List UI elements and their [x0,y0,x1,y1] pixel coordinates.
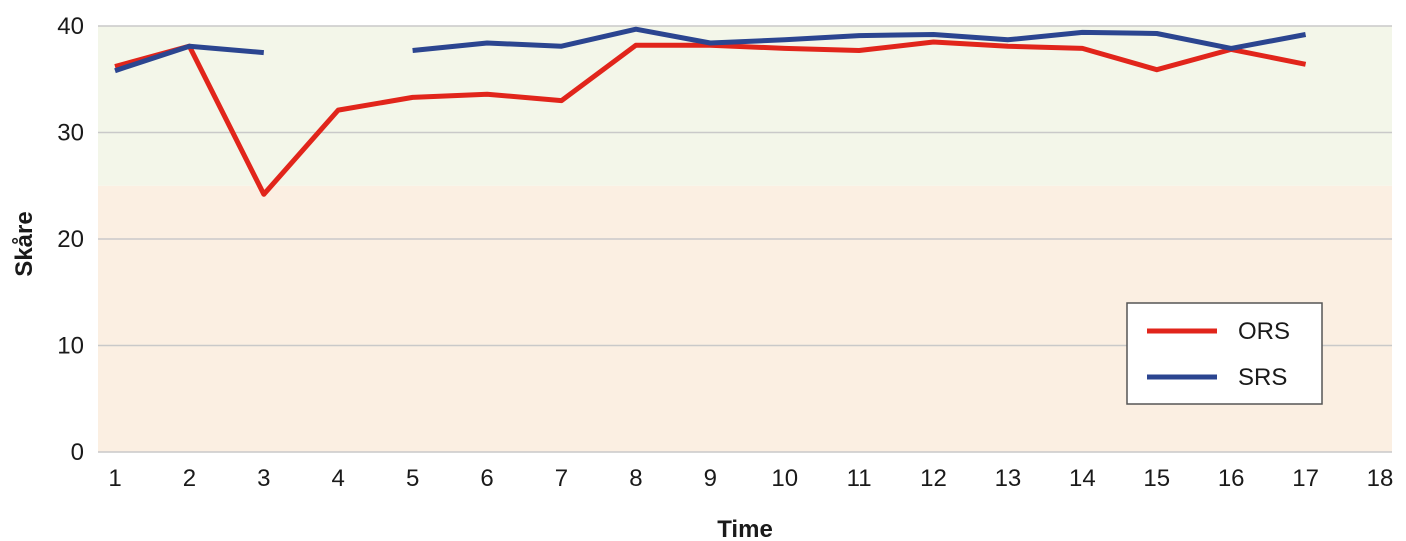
x-tick-label: 10 [771,465,798,492]
x-tick-label: 3 [257,465,270,492]
y-tick-label: 30 [57,120,84,147]
x-tick-label: 6 [480,465,493,492]
background-band-1 [98,26,1392,186]
series-line-srs [114,43,265,74]
x-tick-label: 13 [995,465,1022,492]
legend-label-ors: ORS [1238,318,1290,345]
x-tick-label: 1 [108,465,121,492]
y-tick-label: 0 [71,439,84,466]
x-tick-label: 14 [1069,465,1096,492]
x-tick-label: 7 [555,465,568,492]
x-tick-label: 11 [847,465,872,492]
y-axis-title: Skåre [11,211,38,276]
x-tick-label: 8 [629,465,642,492]
x-tick-label: 9 [704,465,717,492]
x-axis-title: Time [717,516,773,541]
x-tick-label: 5 [406,465,419,492]
y-tick-label: 20 [57,226,84,253]
legend-box [1126,302,1323,405]
y-tick-label: 40 [57,13,84,40]
y-tick-label: 10 [57,333,84,360]
series-srs [114,26,1307,74]
x-tick-label: 12 [920,465,947,492]
x-tick-label: 4 [332,465,345,492]
legend: ORS SRS [1126,302,1323,405]
x-tick-label: 16 [1218,465,1245,492]
x-tick-label: 2 [183,465,196,492]
x-tick-label: 18 [1367,465,1394,492]
series-line-srs [412,26,1307,53]
legend-label-srs: SRS [1238,364,1287,391]
x-tick-label: 17 [1292,465,1319,492]
x-tick-label: 15 [1143,465,1170,492]
